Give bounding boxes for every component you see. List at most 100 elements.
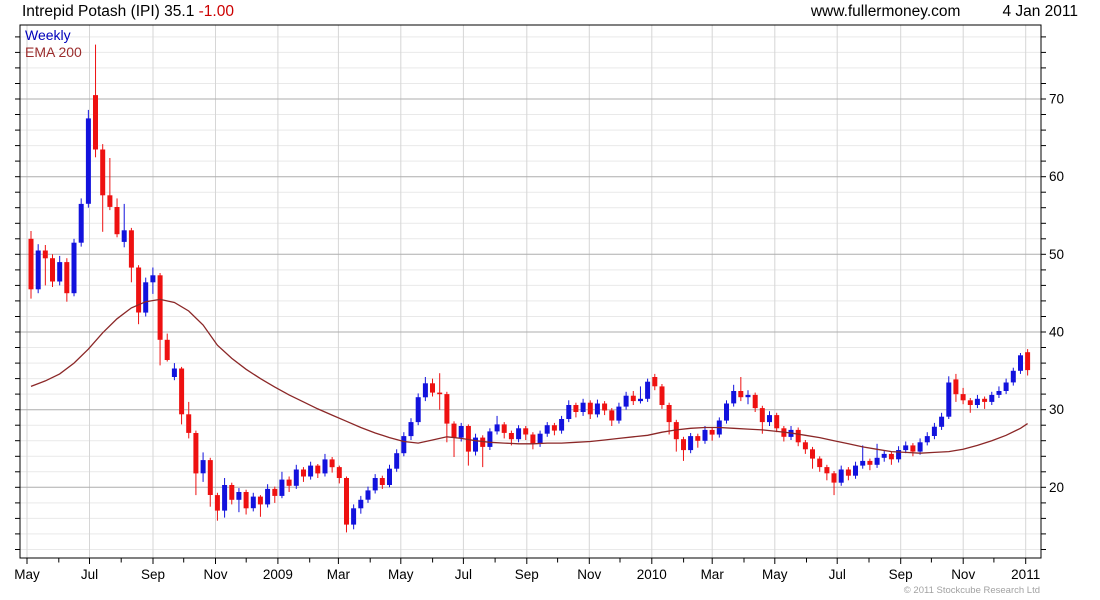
candle-up [580, 402, 586, 412]
x-axis-label: Nov [951, 567, 975, 582]
candle-up [171, 368, 177, 377]
candle-down [802, 442, 808, 450]
candle-down [214, 495, 220, 511]
timeframe-label: Weekly [25, 27, 71, 43]
candle-down [329, 459, 335, 468]
candle-up [903, 445, 909, 451]
candle-down [602, 403, 608, 411]
candle-down [530, 434, 536, 444]
candle-down [444, 394, 450, 424]
candle-up [544, 425, 550, 434]
candle-down [93, 95, 98, 150]
candle-down [193, 433, 199, 474]
candle-down [128, 230, 134, 268]
candle-up [408, 422, 414, 437]
candle-down [573, 405, 579, 412]
candle-down [709, 429, 715, 435]
candle-up [860, 460, 866, 466]
instrument-title: Intrepid Potash (IPI) 35.1 [22, 3, 199, 20]
candle-down [523, 428, 529, 435]
candle-up [559, 419, 565, 431]
candle-up [638, 398, 643, 402]
plot-border [19, 24, 1042, 559]
candle-down [107, 195, 113, 207]
candle-down [186, 414, 192, 433]
candle-up [150, 275, 156, 283]
candle-down [551, 425, 557, 431]
candle-down [1025, 352, 1031, 371]
candle-up [143, 282, 149, 313]
candle-down [42, 250, 48, 259]
y-axis-label: 30 [1049, 402, 1064, 417]
candle-up [853, 465, 858, 476]
candle-down [960, 394, 966, 401]
price-change: -1.00 [198, 3, 234, 20]
candle-down [344, 478, 349, 525]
candle-up [731, 391, 737, 404]
chart-date: 4 Jan 2011 [1002, 3, 1078, 20]
candle-up [372, 478, 378, 491]
candle-down [28, 238, 34, 290]
candle-down [286, 479, 292, 486]
candle-up [85, 118, 91, 204]
candle-down [480, 437, 486, 447]
candle-up [293, 469, 299, 486]
candle-up [35, 250, 41, 290]
candle-down [430, 383, 435, 393]
candle-down [100, 149, 106, 196]
candle-down [967, 400, 973, 405]
candle-up [57, 262, 63, 282]
candle-up [702, 429, 708, 441]
site-link[interactable]: www.fullermoney.com [810, 3, 961, 20]
candle-up [415, 397, 421, 423]
candle-down [136, 267, 142, 313]
candle-down [817, 458, 823, 468]
candle-up [71, 242, 77, 294]
candle-up [279, 479, 285, 496]
candle-up [745, 394, 751, 398]
candle-down [795, 429, 801, 443]
candle-up [616, 406, 622, 421]
candle-down [659, 386, 665, 405]
copyright-watermark: © 2011 Stockcube Research Ltd [903, 585, 1040, 596]
candle-up [358, 499, 364, 509]
candle-down [336, 467, 342, 478]
candle-down [179, 368, 185, 415]
candle-up [874, 457, 880, 465]
candle-down [114, 207, 120, 235]
candle-up [896, 450, 902, 460]
candle-up [537, 433, 543, 444]
candle-up [422, 383, 428, 398]
y-axis-label: 50 [1049, 247, 1064, 262]
candle-up [473, 437, 478, 452]
candle-up [767, 415, 772, 423]
candle-down [774, 415, 780, 429]
x-axis-label: Sep [141, 567, 165, 582]
candle-up [516, 428, 522, 440]
candle-up [387, 468, 392, 485]
chart-legend: Weekly EMA 200 [25, 27, 82, 61]
candle-down [824, 467, 830, 474]
x-axis-label: Nov [577, 567, 601, 582]
x-axis-label: Mar [701, 567, 725, 582]
candle-down [845, 469, 851, 476]
candle-up [645, 381, 651, 399]
candle-down [164, 339, 170, 360]
candle-up [881, 453, 887, 458]
x-axis-label: Nov [203, 567, 227, 582]
candle-up [401, 436, 407, 454]
candle-down [229, 485, 235, 500]
candle-down [465, 426, 471, 452]
candle-down [157, 275, 163, 340]
candle-up [236, 492, 242, 500]
candle-down [609, 410, 615, 421]
y-axis-label: 60 [1049, 169, 1064, 184]
candle-up [1010, 370, 1016, 383]
x-axis-label: Jul [81, 567, 98, 582]
candle-up [487, 431, 493, 447]
candle-up [566, 405, 572, 419]
y-axis-label: 70 [1049, 92, 1064, 107]
candle-down [207, 460, 213, 495]
candle-up [974, 398, 980, 405]
